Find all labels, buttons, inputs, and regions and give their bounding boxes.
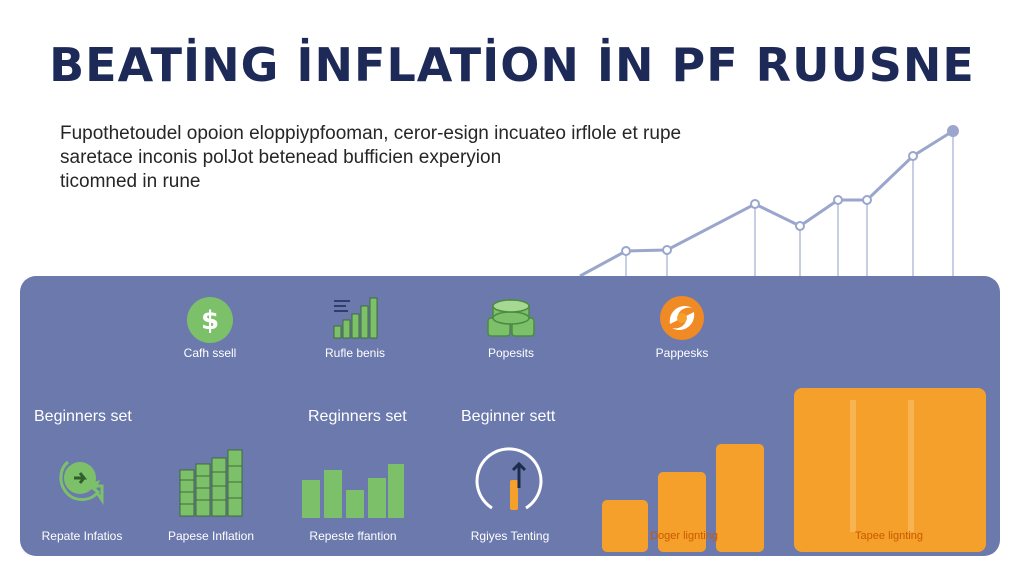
intro-line: saretace inconis polJot betenead buffici…: [60, 147, 502, 168]
swirl-logo-icon: [660, 296, 704, 340]
section-heading: Reginners set: [308, 408, 407, 425]
top-item-label: Rufle benis: [324, 346, 386, 360]
orange-bar-label: Tapee lignting: [855, 530, 923, 542]
bottom-item-label: Repate Infatios: [41, 529, 123, 543]
cash-stack-icon: [179, 449, 243, 517]
intro-line: Fupothetoudel opoion eloppiypfooman, cer…: [60, 123, 682, 144]
coin-stack-icon: [487, 299, 535, 337]
top-item-label: Popesits: [487, 346, 535, 360]
bar-chart-icon: [333, 297, 378, 339]
bottom-item-label: Rgiyes Tenting: [470, 529, 550, 543]
section-heading: Beginner sett: [461, 408, 556, 425]
page-title: BEATİNG İNFLATİON İN PF RUUSNE: [49, 38, 975, 92]
svg-text:$: $: [201, 306, 219, 336]
bottom-item-label: Repeste ffantion: [309, 529, 397, 543]
dollar-coin-icon: $: [187, 297, 233, 343]
bottom-item-label: Papese Inflation: [167, 529, 255, 543]
features-panel: $ Cafh ssell Rufle benis Popesits Pappes…: [20, 276, 1000, 556]
orange-large-bars: [794, 388, 986, 552]
section-heading: Beginners set: [34, 408, 132, 425]
gauge-arrow-icon: [475, 447, 543, 510]
intro-line: ticomned in rune: [60, 171, 201, 192]
refresh-arrow-icon: [59, 460, 104, 505]
top-item-label: Cafh ssell: [183, 346, 237, 360]
top-item-label: Pappesks: [655, 346, 709, 360]
orange-step-bars: [602, 444, 764, 552]
green-bars-icon: [302, 464, 404, 518]
orange-bar-label: Doger lignting: [650, 530, 718, 542]
intro-text: Fupothetoudel opoion eloppiypfooman, cer…: [60, 122, 720, 194]
